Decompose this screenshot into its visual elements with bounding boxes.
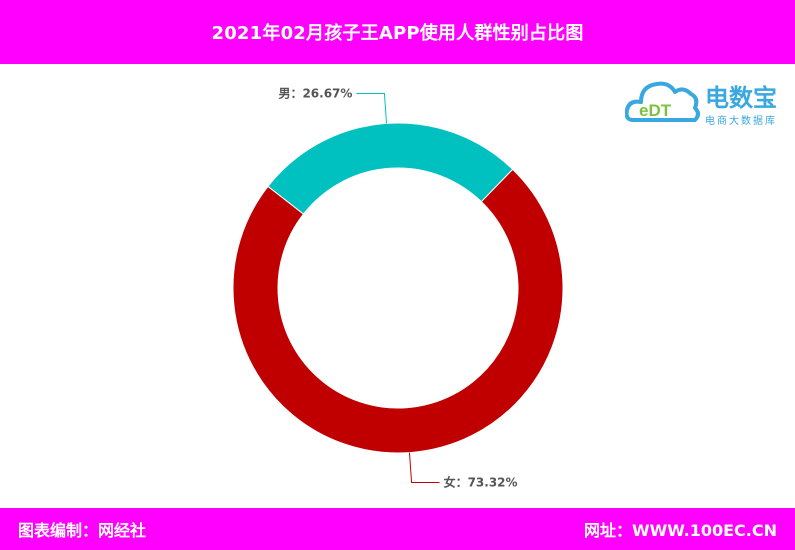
chart-title: 2021年02月孩子王APP使用人群性别占比图 [211, 23, 584, 44]
donut-slice-0 [267, 122, 514, 215]
footer-website: 网址：WWW.100EC.CN [583, 521, 777, 540]
donut-chart: 男：26.67% 女：73.32% [232, 86, 564, 490]
donut-slice-1 [232, 168, 564, 454]
edt-logo: eDT 电数宝 电商大数据库 [624, 68, 790, 130]
leader-line-0 [356, 92, 388, 124]
logo-brand: 电数宝 [705, 84, 777, 112]
title-bar: 2021年02月孩子王APP使用人群性别占比图 [0, 0, 795, 64]
leader-line-1 [408, 452, 440, 484]
slice-label-1: 女：73.32% [444, 475, 518, 490]
footer-bar: 图表编制：网经社 网址：WWW.100EC.CN [0, 508, 795, 550]
logo-subtitle: 电商大数据库 [705, 116, 777, 127]
slice-label-0: 男：26.67% [278, 86, 352, 100]
logo-mark-text: eDT [639, 101, 672, 120]
cloud-logo-icon: eDT [624, 81, 700, 122]
footer-source: 图表编制：网经社 [18, 521, 147, 540]
